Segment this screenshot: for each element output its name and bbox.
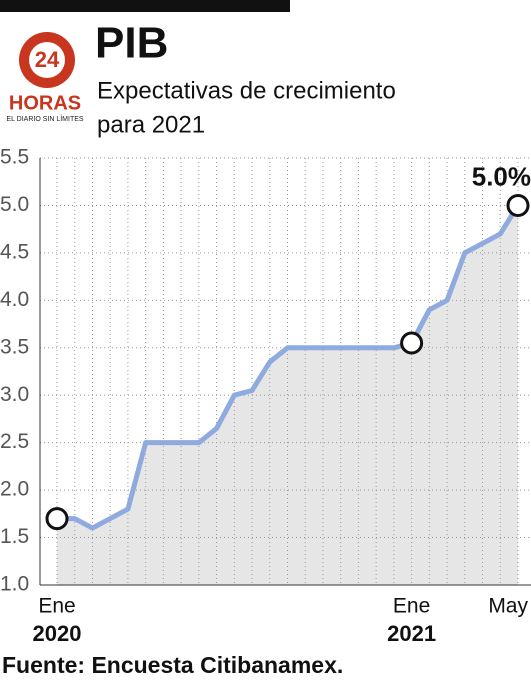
- point-marker: [400, 331, 424, 355]
- y-tick-label: 5.5: [0, 146, 29, 169]
- y-tick-label: 3.0: [0, 383, 29, 406]
- x-tick-label: Ene: [393, 595, 430, 618]
- y-tick-label: 2.0: [0, 478, 29, 501]
- logo-tagline: EL DIARIO SIN LÍMITES: [6, 114, 83, 123]
- x-year-label: 2021: [387, 621, 436, 646]
- top-bar: [0, 0, 290, 12]
- y-tick-label: 2.5: [0, 430, 29, 453]
- logo-name: HORAS: [9, 92, 81, 114]
- subtitle: Expectativas de crecimiento: [97, 77, 396, 104]
- x-tick-label: May: [488, 595, 528, 618]
- logo-inner: [29, 42, 65, 78]
- subtitle: para 2021: [97, 111, 205, 138]
- source: Fuente: Encuesta Citibanamex.: [2, 652, 343, 678]
- logo: 24 HORAS EL DIARIO SIN LÍMITES: [6, 32, 84, 123]
- y-tick-label: 4.5: [0, 240, 29, 263]
- line: [57, 204, 521, 531]
- y-tick-label: 5.0: [0, 193, 29, 216]
- y-tick-label: 4.0: [0, 288, 29, 311]
- point-marker: [45, 507, 69, 531]
- y-tick-label: 3.5: [0, 335, 29, 358]
- y-tick-label: 1.0: [0, 573, 29, 596]
- x-tick-label: Ene: [38, 595, 75, 618]
- logo-number: 24: [35, 47, 60, 72]
- point-marker: [506, 193, 530, 217]
- x-year-label: 2020: [33, 621, 82, 646]
- chart-title: PIB: [95, 19, 168, 68]
- value-label: 5.0%: [472, 161, 531, 191]
- y-tick-label: 1.5: [0, 525, 29, 548]
